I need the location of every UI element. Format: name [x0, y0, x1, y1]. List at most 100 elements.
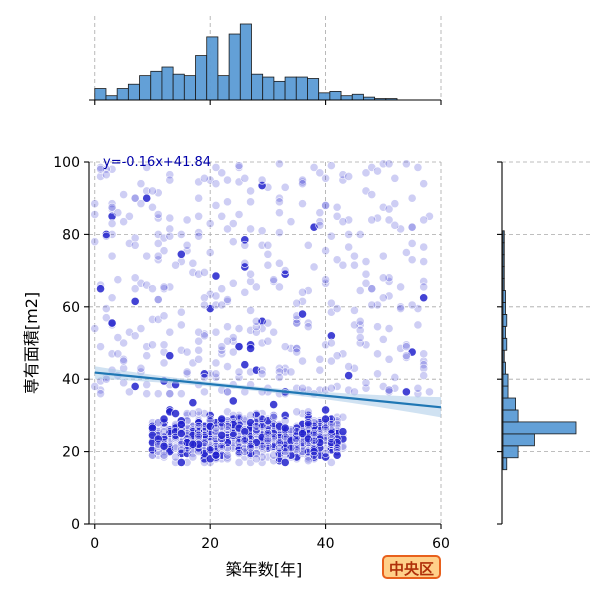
scatter-point — [298, 179, 307, 189]
scatter-point — [338, 427, 348, 437]
scatter-point — [228, 219, 238, 228]
scatter-point — [171, 260, 180, 270]
right-hist-bar — [502, 361, 506, 375]
scatter-point — [240, 287, 250, 297]
scatter-point — [90, 382, 100, 391]
x-tick-label: 0 — [90, 536, 99, 552]
scatter-point — [275, 193, 284, 203]
scatter-point — [124, 211, 134, 221]
scatter-point — [223, 322, 232, 332]
scatter-point — [303, 322, 313, 332]
scatter-point — [315, 208, 325, 218]
right-hist-bar — [502, 242, 505, 256]
scatter-point — [280, 458, 290, 467]
scatter-point — [326, 458, 336, 467]
scatter-point — [130, 296, 140, 306]
top-hist-bar — [284, 76, 297, 101]
scatter-point — [246, 224, 255, 234]
right-hist-bar — [502, 397, 516, 411]
scatter-point — [246, 344, 255, 353]
scatter-point — [194, 430, 204, 440]
scatter-point — [153, 255, 163, 265]
scatter-point — [182, 367, 192, 377]
scatter-point — [367, 300, 377, 310]
scatter-point — [309, 163, 319, 172]
scatter-point — [228, 237, 238, 247]
scatter-point — [223, 197, 232, 207]
scatter-point — [119, 356, 129, 366]
scatter-point — [384, 324, 394, 333]
scatter-point — [384, 291, 394, 301]
scatter-point — [182, 215, 192, 225]
scatter-point — [188, 439, 198, 449]
scatter-point — [269, 456, 279, 466]
top-hist-bar — [307, 78, 320, 101]
scatter-point — [234, 367, 244, 377]
scatter-point — [96, 172, 105, 181]
scatter-point — [373, 322, 382, 332]
scatter-point — [107, 202, 117, 212]
scatter-point — [223, 336, 232, 346]
scatter-point — [142, 163, 152, 172]
scatter-point — [188, 452, 198, 462]
scatter-point — [217, 168, 227, 178]
scatter-point — [217, 211, 227, 221]
scatter-point — [269, 400, 279, 409]
scatter-point — [211, 201, 221, 210]
scatter-point — [286, 217, 296, 227]
right-hist-bar — [502, 314, 508, 327]
right-marginal-histogram — [497, 161, 590, 525]
scatter-point — [326, 231, 336, 241]
scatter-point — [188, 449, 198, 458]
scatter-point — [419, 293, 429, 303]
top-hist-bar — [351, 93, 364, 101]
scatter-point — [407, 239, 417, 248]
scatter-point — [200, 300, 209, 310]
scatter-point — [153, 389, 163, 399]
scatter-point — [251, 449, 261, 458]
scatter-point — [119, 338, 129, 348]
scatter-point — [321, 340, 330, 350]
district-badge: 中央区 — [382, 555, 442, 579]
scatter-point — [130, 331, 140, 341]
scatter-point — [275, 367, 284, 377]
scatter-point — [390, 199, 400, 209]
scatter-point — [200, 409, 209, 418]
scatter-point — [217, 430, 227, 440]
scatter-point — [113, 275, 123, 285]
scatter-point — [101, 231, 111, 241]
scatter-point — [205, 219, 215, 228]
scatter-plot-area: y=-0.16x+41.84 0 20 40 60 0 20 40 60 80 100 築年数[… — [22, 155, 450, 579]
scatter-point — [263, 249, 273, 259]
top-hist-bar — [262, 76, 275, 101]
scatter-point — [425, 387, 434, 397]
y-axis-title: 専有面積[m2] — [22, 292, 41, 394]
scatter-point — [263, 318, 273, 328]
scatter-point — [257, 414, 267, 424]
scatter-point — [119, 217, 129, 227]
scatter-point — [159, 427, 169, 437]
top-hist-bar — [116, 88, 129, 101]
scatter-point — [355, 325, 365, 335]
scatter-point — [315, 354, 325, 364]
right-hist-bar — [502, 409, 519, 423]
scatter-point — [107, 318, 117, 328]
scatter-point — [321, 423, 330, 433]
scatter-point — [113, 208, 123, 218]
scatter-point — [326, 331, 336, 341]
scatter-point — [315, 438, 325, 447]
scatter-point — [378, 293, 388, 303]
x-tick-label: 40 — [317, 536, 335, 552]
scatter-point — [113, 333, 123, 342]
scatter-point — [298, 356, 307, 366]
scatter-point — [136, 363, 146, 373]
scatter-point — [407, 222, 417, 232]
scatter-point — [419, 363, 429, 373]
top-hist-bar — [295, 76, 308, 101]
scatter-point — [298, 309, 307, 319]
scatter-point — [384, 204, 394, 214]
scatter-point — [361, 269, 371, 279]
scatter-point — [148, 284, 157, 294]
scatter-point — [298, 296, 307, 306]
scatter-point — [367, 284, 377, 294]
